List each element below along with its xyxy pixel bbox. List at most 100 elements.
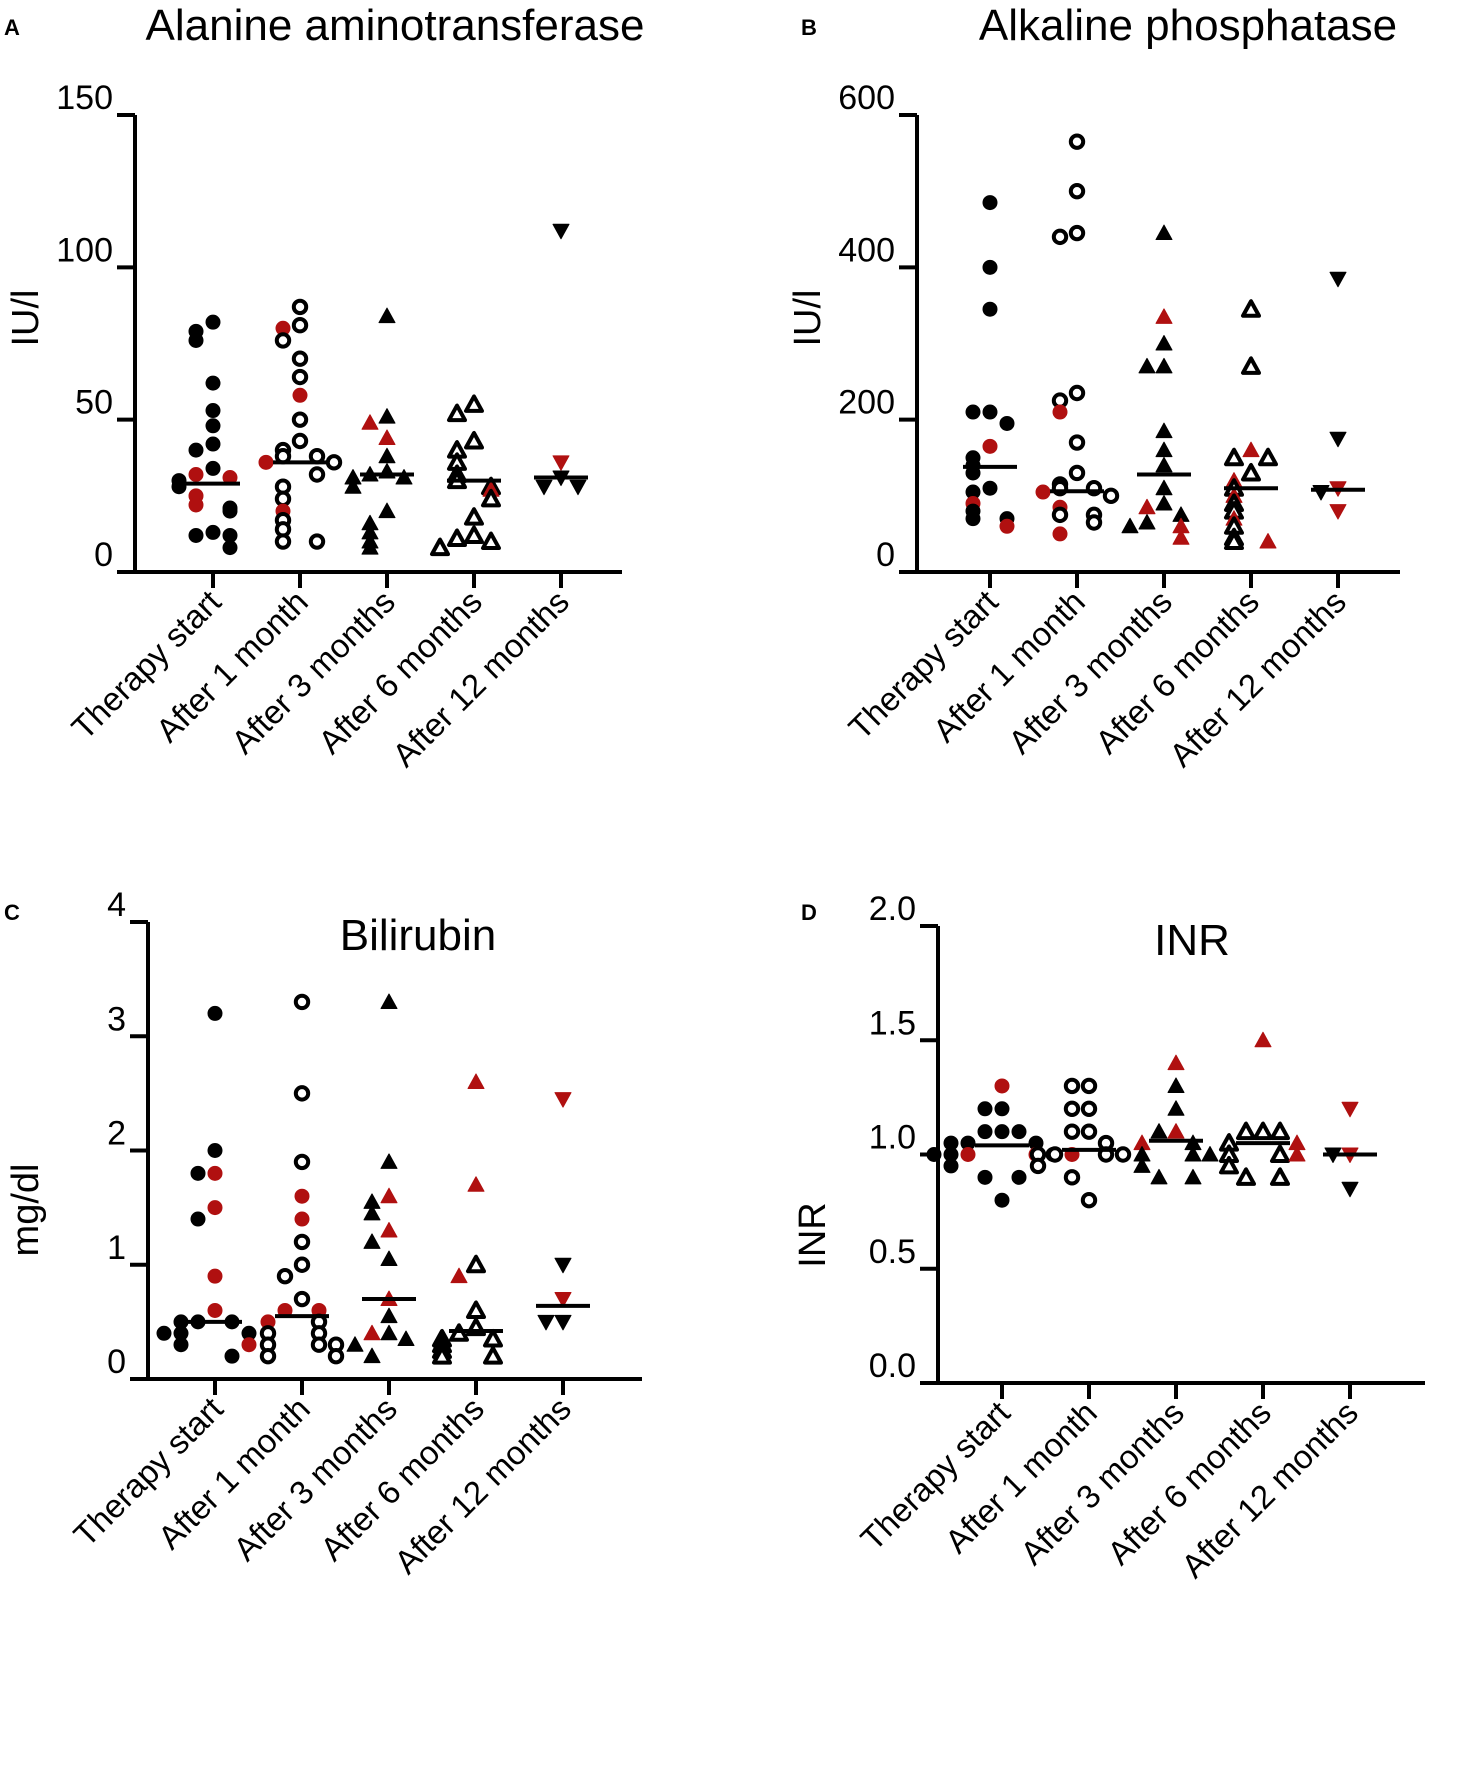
chart-c-point [156,1325,172,1341]
chart-a-point [378,307,396,324]
chart-c-point [241,1337,257,1353]
chart-c-ytick-label: 0 [107,1343,126,1381]
panel-letter-a: A [4,15,20,40]
chart-c-point [380,1187,398,1204]
chart-c-point [380,1307,398,1324]
chart-b-series-1 [963,195,1017,534]
chart-a-series-4 [430,394,501,557]
chart-b-point [1068,224,1086,242]
chart-a-point [535,479,553,496]
chart-d-ylabel: INR [792,1202,834,1267]
chart-a-ytick-label: 50 [75,384,113,422]
chart-c-point [294,1188,310,1204]
chart-a-point [291,432,309,450]
chart-b-point [1155,422,1173,439]
chart-c-point [467,1176,485,1192]
chart-a-point [464,394,484,413]
chart-d-point [1167,1100,1185,1116]
chart-d-point [1167,1054,1185,1071]
chart-b-point [1052,526,1068,542]
chart-d-point [1011,1124,1027,1140]
chart-b-point [982,195,998,211]
chart-a-title: Alanine aminotransferase [146,1,645,50]
chart-b-point [1138,513,1156,530]
chart-b-point [1155,335,1173,351]
chart-a-point [464,430,484,450]
chart-c-point [293,993,311,1011]
chart-c-point [293,1153,311,1171]
chart-c-point [207,1143,223,1158]
chart-d-series-2 [1029,1077,1132,1209]
chart-a-point [361,414,379,430]
chart-c-point [380,993,398,1009]
panel-letter-d: D [801,900,817,925]
chart-a-point [205,314,221,330]
chart-c-point [554,1292,572,1308]
chart-d-point [1150,1168,1168,1185]
chart-b-point [1138,498,1156,515]
chart-c-xtick-label: Therapy start [66,1390,230,1554]
chart-d-point [1219,1155,1239,1175]
chart-d-point [994,1078,1010,1094]
chart-c-point [554,1092,572,1108]
chart-c-point [363,1324,381,1341]
chart-b-point [1329,431,1347,448]
chart-c-point [293,1233,311,1251]
chart-a-point [308,533,326,550]
chart-d-point [1063,1077,1081,1095]
chart-b-point [999,518,1015,534]
chart-c-series-4 [432,1073,503,1365]
chart-d-point [1201,1146,1219,1162]
chart-d-point [1167,1123,1185,1139]
chart-b-point [1121,517,1139,534]
chart-c-point [310,1336,328,1353]
chart-b-point [1138,357,1156,374]
chart-b-point [1155,357,1173,374]
chart-d-point [1133,1157,1151,1173]
chart-c-point [276,1267,294,1285]
chart-b-point [1051,228,1069,246]
chart-b-point [1224,531,1244,551]
chart-b-point [999,415,1015,431]
chart-b-point [1068,384,1086,402]
chart-c-point [466,1254,486,1274]
chart-a-point [274,490,292,508]
chart-a-point [464,507,484,526]
chart-b-point [982,438,998,454]
chart-c-ytick-label: 1 [107,1229,126,1267]
chart-a-point [291,350,309,367]
chart-b-series-5 [1311,271,1365,520]
chart-b-point [1035,484,1051,500]
chart-c-point [294,1211,310,1227]
chart-c-point [363,1204,381,1221]
chart-a-point [308,466,326,483]
chart-a-point [325,454,343,471]
chart-d-point [1011,1169,1027,1185]
chart-a-point [291,411,309,428]
chart-d-point [1236,1167,1256,1186]
chart-b-series-3 [1121,224,1191,545]
chart-b-point [982,404,998,420]
chart-b-point [1241,462,1261,482]
chart-a-point [464,525,484,544]
chart-d-point [1288,1146,1306,1162]
chart-d-point [1029,1157,1047,1175]
chart-c-series-1 [156,1005,257,1364]
chart-d-point [1080,1192,1098,1209]
chart-b-point [1258,447,1278,467]
chart-b-point [982,259,998,275]
chart-d-point [994,1101,1010,1117]
chart-b-ytick-label: 600 [838,79,895,117]
chart-b-ylabel: IU/l [787,290,829,347]
chart-a-point [188,332,204,348]
chart-d-point [1080,1077,1098,1095]
chart-d-point [960,1147,976,1162]
chart-c-ytick-label: 2 [107,1115,126,1153]
chart-b-ytick-label: 400 [838,231,895,269]
chart-a-series-5 [534,223,588,496]
chart-a-point [188,527,204,543]
chart-c-point [483,1346,503,1365]
